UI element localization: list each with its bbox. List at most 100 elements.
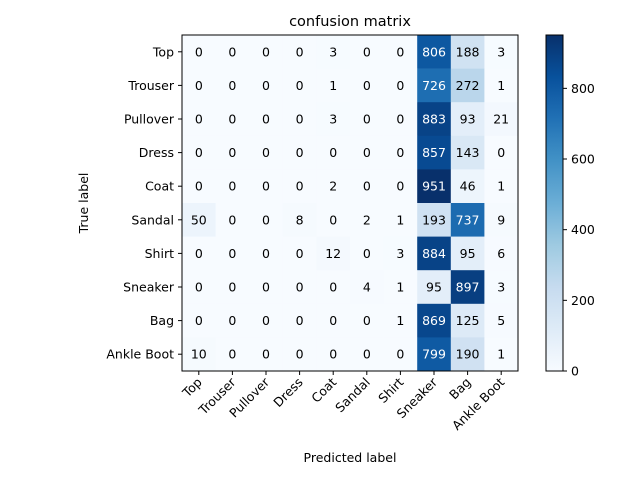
cell-value-label: 1 <box>396 212 404 227</box>
cell-value-label: 0 <box>363 112 371 127</box>
heatmap-cell <box>484 236 519 271</box>
cell-value-label: 0 <box>363 246 371 261</box>
cell-value-label: 0 <box>396 112 404 127</box>
heatmap-cell <box>417 102 452 137</box>
heatmap-cell <box>249 303 284 338</box>
chart-title: confusion matrix <box>289 14 411 30</box>
colorbar-ticks: 0 200 400 600 800 <box>563 81 595 379</box>
cell-value-label: 799 <box>422 347 446 362</box>
cell-value-label: 0 <box>195 313 203 328</box>
heatmap-cell <box>249 337 284 372</box>
cell-value-label: 125 <box>456 313 480 328</box>
heatmap-cell <box>282 68 317 103</box>
cell-value-label: 0 <box>228 179 236 194</box>
cell-value-label: 95 <box>426 280 442 295</box>
y-tick-label: Sandal <box>131 212 174 227</box>
heatmap-cell <box>182 337 216 372</box>
heatmap-cell <box>417 35 452 69</box>
heatmap-cell <box>350 270 384 305</box>
heatmap-cell <box>316 203 351 237</box>
cell-value-label: 0 <box>396 145 404 160</box>
cell-value-label: 0 <box>296 44 304 59</box>
cell-value-label: 1 <box>396 280 404 295</box>
heatmap-cell <box>484 35 519 69</box>
heatmap-cell <box>450 203 485 237</box>
heatmap-cell <box>182 203 216 237</box>
heatmap-cell <box>316 68 351 103</box>
heatmap-cell <box>316 35 351 69</box>
heatmap-cell <box>350 236 384 271</box>
cell-value-label: 4 <box>363 280 371 295</box>
cell-value-label: 0 <box>195 145 203 160</box>
colorbar-tick-label: 200 <box>571 293 595 308</box>
heatmap-cell <box>383 270 418 305</box>
cell-value-label: 0 <box>262 212 270 227</box>
heatmap-cell <box>215 169 250 204</box>
heatmap-cell <box>383 203 418 237</box>
cell-value-label: 806 <box>422 44 446 59</box>
cell-value-label: 0 <box>195 246 203 261</box>
heatmap-cell <box>417 68 452 103</box>
heatmap-cell <box>383 68 418 103</box>
cell-value-label: 193 <box>422 212 446 227</box>
cell-value-label: 0 <box>329 145 337 160</box>
cell-value-label: 190 <box>456 347 480 362</box>
heatmap-cell <box>316 135 351 170</box>
cell-value-label: 272 <box>456 78 480 93</box>
y-tick-label: Pullover <box>124 112 175 127</box>
heatmap-cell <box>249 270 284 305</box>
cell-value-label: 884 <box>422 246 446 261</box>
cell-value-label: 0 <box>262 246 270 261</box>
heatmap-cell <box>282 236 317 271</box>
heatmap-cell <box>417 236 452 271</box>
heatmap-cell <box>182 270 216 305</box>
heatmap-cell <box>215 270 250 305</box>
cell-value-label: 0 <box>195 280 203 295</box>
cell-value-label: 50 <box>191 212 207 227</box>
cell-value-label: 188 <box>456 44 480 59</box>
heatmap-cell <box>316 270 351 305</box>
heatmap-cell <box>282 337 317 372</box>
heatmap-cell <box>484 135 519 170</box>
cell-value-label: 0 <box>363 313 371 328</box>
colorbar-tick-label: 400 <box>571 222 595 237</box>
cell-value-label: 143 <box>456 145 480 160</box>
cell-value-label: 0 <box>363 78 371 93</box>
cell-value-label: 1 <box>497 78 505 93</box>
cell-value-label: 0 <box>296 145 304 160</box>
y-tick-label: Ankle Boot <box>106 347 174 362</box>
heatmap-cell <box>484 270 519 305</box>
heatmap-cell-labels: 0 0 0 0 3 0 0 806 188 30 0 0 0 1 0 0 726 272 10 0 0 0 3 0 0 883 93… <box>191 44 509 361</box>
cell-value-label: 0 <box>195 44 203 59</box>
cell-value-label: 0 <box>296 347 304 362</box>
heatmap-cell <box>182 102 216 137</box>
cell-value-label: 0 <box>228 112 236 127</box>
heatmap-cell <box>417 135 452 170</box>
cell-value-label: 21 <box>493 112 509 127</box>
cell-value-label: 0 <box>195 78 203 93</box>
heatmap-cell <box>417 169 452 204</box>
heatmap-cell <box>282 270 317 305</box>
cell-value-label: 95 <box>460 246 476 261</box>
heatmap-cell <box>282 203 317 237</box>
cell-value-label: 0 <box>296 246 304 261</box>
cell-value-label: 0 <box>228 44 236 59</box>
y-tick-label: Trouser <box>127 78 174 93</box>
heatmap-cell <box>417 270 452 305</box>
cell-value-label: 3 <box>396 246 404 261</box>
heatmap-cell <box>417 337 452 372</box>
heatmap-cell <box>215 135 250 170</box>
cell-value-label: 0 <box>262 112 270 127</box>
heatmap-cell <box>383 102 418 137</box>
cell-value-label: 0 <box>296 280 304 295</box>
cell-value-label: 0 <box>228 280 236 295</box>
cell-value-label: 3 <box>497 280 505 295</box>
y-tick-label: Shirt <box>145 246 174 261</box>
cell-value-label: 0 <box>497 145 505 160</box>
cell-value-label: 0 <box>228 347 236 362</box>
cell-value-label: 1 <box>329 78 337 93</box>
cell-value-label: 0 <box>262 145 270 160</box>
heatmap-cell <box>450 35 485 69</box>
cell-value-label: 0 <box>262 78 270 93</box>
